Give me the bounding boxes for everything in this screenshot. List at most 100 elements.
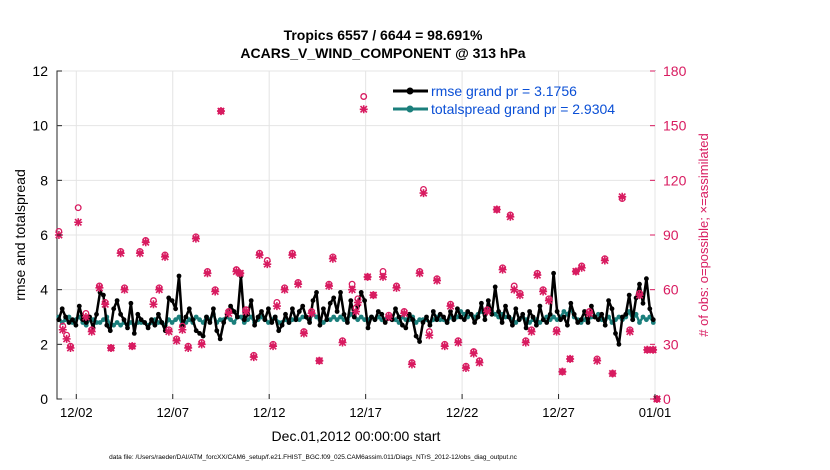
rmse-point: [235, 314, 240, 320]
rmse-point: [365, 325, 371, 331]
spread-point: [513, 320, 519, 325]
obs-assimilated-marker: [242, 307, 251, 316]
rmse-point: [410, 317, 416, 323]
obs-assimilated-marker: [608, 369, 617, 378]
y-left-tick-label: 0: [40, 391, 48, 407]
rmse-point: [441, 314, 446, 320]
rmse-point: [630, 317, 636, 323]
obs-assimilated-marker: [475, 358, 484, 367]
rmse-point: [152, 322, 158, 328]
rmse-point: [403, 325, 409, 331]
spread-point: [97, 320, 103, 325]
spread-point: [296, 317, 302, 323]
rmse-point: [503, 303, 508, 309]
obs-assimilated-marker: [521, 338, 530, 347]
obs-assimilated-marker: [81, 313, 90, 321]
x-axis-label: Dec.01,2012 00:00:00 start: [272, 428, 441, 444]
x-tick-label: 12/27: [542, 405, 575, 420]
rmse-point: [434, 317, 440, 323]
rmse-point: [283, 311, 288, 317]
y-right-tick-label: 0: [663, 391, 671, 407]
rmse-point: [437, 311, 443, 317]
rmse-point: [107, 328, 113, 334]
rmse-point: [448, 309, 453, 314]
obs-assimilated-marker: [433, 276, 442, 285]
rmse-point: [544, 320, 550, 325]
rmse-point: [286, 320, 292, 325]
rmse-point: [530, 314, 536, 320]
y-axis-left-label: rmse and totalspread: [12, 169, 28, 301]
obs-assimilated-marker: [392, 283, 401, 292]
obs-assimilated-marker: [498, 265, 507, 274]
rmse-point: [76, 303, 82, 309]
rmse-point: [565, 322, 570, 328]
rmse-point: [626, 292, 632, 298]
obs-assimilated-marker: [577, 263, 586, 272]
obs-assimilated-marker: [216, 107, 225, 116]
obs-assimilated-marker: [141, 238, 150, 247]
obs-assimilated-marker: [338, 338, 347, 347]
rmse-point: [609, 306, 615, 312]
spread-point: [238, 314, 244, 320]
rmse-point: [485, 298, 491, 303]
obs-assimilated-marker: [155, 285, 164, 294]
rmse-point: [451, 317, 457, 323]
rmse-point: [66, 320, 72, 325]
obs-assimilated-marker: [446, 302, 455, 311]
y-right-tick-label: 180: [663, 63, 687, 79]
obs-assimilated-marker: [363, 272, 372, 281]
obs-assimilated-marker: [419, 189, 428, 198]
legend-spread-marker: [406, 105, 414, 113]
obs-possible-marker: [360, 93, 368, 100]
obs-assimilated-marker: [232, 267, 241, 276]
rmse-point: [561, 314, 567, 320]
y-left-tick-label: 10: [32, 118, 48, 134]
rmse-point: [644, 276, 649, 282]
obs-assimilated-marker: [272, 302, 281, 311]
obs-assimilated-marker: [369, 291, 378, 300]
rmse-point: [369, 314, 374, 320]
rmse-point: [307, 320, 312, 325]
rmse-point: [166, 295, 172, 301]
rmse-point: [351, 314, 357, 320]
y-axis-right-ticks: 0 30 60 90 120 150 180: [650, 63, 687, 407]
rmse-point: [83, 320, 89, 325]
rmse-point: [70, 317, 75, 323]
rmse-point: [248, 298, 254, 303]
rmse-point: [520, 311, 526, 317]
rmse-point: [472, 320, 477, 325]
rmse-point: [489, 311, 495, 317]
rmse-point: [348, 298, 354, 303]
obs-assimilated-marker: [379, 272, 388, 281]
obs-assimilated-marker: [211, 287, 220, 296]
rmse-point: [156, 311, 161, 317]
obs-assimilated-marker: [600, 256, 609, 265]
rmse-point: [427, 322, 433, 328]
rmse-point: [393, 306, 398, 312]
rmse-point: [303, 314, 309, 320]
rmse-point: [255, 314, 261, 320]
obs-assimilated-marker: [149, 300, 158, 309]
x-tick-label: 12/07: [156, 405, 189, 420]
rmse-point: [513, 306, 519, 312]
obs-assimilated-marker: [618, 192, 627, 201]
rmse-point: [362, 298, 367, 303]
obs-assimilated-marker: [510, 285, 519, 294]
obs-assimilated-marker: [527, 327, 536, 336]
rmse-point: [183, 314, 189, 320]
legend-rmse-marker: [406, 87, 414, 95]
obs-assimilated-marker: [288, 251, 297, 260]
obs-assimilated-marker: [128, 342, 137, 351]
y-left-tick-label: 8: [40, 172, 48, 188]
y-right-tick-label: 150: [663, 118, 687, 134]
rmse-point: [121, 317, 127, 323]
legend-spread-label: totalspread grand pr = 2.9304: [431, 101, 615, 117]
obs-assimilated-marker: [353, 298, 362, 307]
rmse-point: [290, 306, 295, 312]
rmse-point: [534, 322, 539, 328]
rmse-point: [59, 306, 65, 312]
rmse-point: [269, 320, 275, 325]
obs-assimilated-marker: [348, 285, 357, 294]
obs-assimilated-marker: [407, 360, 416, 369]
